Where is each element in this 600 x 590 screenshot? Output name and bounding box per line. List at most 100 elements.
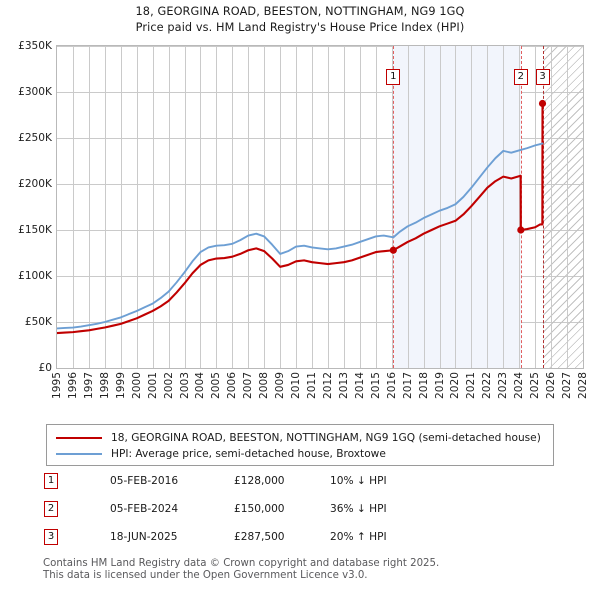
- gridline-vertical: [168, 46, 170, 368]
- gridline-vertical: [503, 46, 505, 368]
- sale-marker-badge-3[interactable]: 3: [535, 69, 550, 85]
- gridline-horizontal: [57, 46, 583, 47]
- table-row: 1 05-FEB-2016 £128,000 10% ↓ HPI: [44, 473, 464, 501]
- x-axis-tick-label: 2019: [433, 372, 446, 399]
- gridline-vertical: [136, 46, 138, 368]
- y-axis-tick-label: £300K: [18, 86, 52, 98]
- x-axis-tick-label: 2011: [306, 372, 319, 399]
- x-axis-tick-label: 2016: [385, 372, 398, 399]
- x-axis-tick-label: 2018: [417, 372, 430, 399]
- gridline-vertical: [583, 46, 584, 368]
- x-axis-tick-label: 2008: [258, 372, 271, 399]
- transactions-table: 1 05-FEB-2016 £128,000 10% ↓ HPI 2 05-FE…: [44, 473, 464, 557]
- gridline-vertical: [104, 46, 106, 368]
- gridline-horizontal: [57, 276, 583, 277]
- table-row: 3 18-JUN-2025 £287,500 20% ↑ HPI: [44, 529, 464, 557]
- x-axis-tick-label: 2005: [210, 372, 223, 399]
- x-axis-tick-label: 1998: [98, 372, 111, 399]
- transaction-hpi-delta-2: 36% ↓ HPI: [330, 503, 387, 515]
- footer-line-2: This data is licensed under the Open Gov…: [43, 570, 368, 581]
- x-axis-tick-label: 2022: [481, 372, 494, 399]
- table-row: 2 05-FEB-2024 £150,000 36% ↓ HPI: [44, 501, 464, 529]
- x-axis-tick-label: 2001: [146, 372, 159, 399]
- footer-line-1: Contains HM Land Registry data © Crown c…: [43, 558, 440, 569]
- gridline-horizontal: [57, 230, 583, 231]
- sale-point-2[interactable]: [517, 226, 525, 234]
- gridline-vertical: [487, 46, 489, 368]
- gridline-vertical: [535, 46, 537, 368]
- legend-label-hpi: HPI: Average price, semi-detached house,…: [111, 448, 386, 460]
- sale-point-1[interactable]: [389, 246, 397, 254]
- transaction-price-2: £150,000: [234, 503, 285, 515]
- y-axis-tick-label: £350K: [18, 40, 52, 52]
- y-axis-tick-label: £50K: [24, 316, 52, 328]
- y-axis-labels: £0 £50K £100K £150K £200K £250K £300K £350K: [0, 0, 52, 590]
- gridline-vertical: [567, 46, 569, 368]
- legend-item-1: HPI: Average price, semi-detached house,…: [47, 446, 553, 462]
- x-axis-tick-label: 2009: [274, 372, 287, 399]
- sale-point-3[interactable]: [538, 99, 547, 108]
- y-axis-tick-label: £0: [38, 362, 52, 374]
- x-axis-tick-label: 1997: [82, 372, 95, 399]
- gridline-horizontal: [57, 184, 583, 185]
- transaction-date-1: 05-FEB-2016: [110, 475, 179, 487]
- sale-marker-badge-2[interactable]: 2: [513, 69, 528, 85]
- x-axis-tick-label: 2023: [497, 372, 510, 399]
- x-axis-tick-label: 1996: [66, 372, 79, 399]
- gridline-vertical: [72, 46, 74, 368]
- x-axis-tick-label: 2014: [353, 372, 366, 399]
- transaction-index-1: 1: [44, 473, 58, 489]
- gridline-vertical: [232, 46, 234, 368]
- future-hatched-region: [542, 46, 583, 368]
- y-axis-tick-label: £150K: [18, 224, 52, 236]
- gridline-vertical: [248, 46, 250, 368]
- gridline-vertical: [327, 46, 329, 368]
- chart-legend: 18, GEORGINA ROAD, BEESTON, NOTTINGHAM, …: [46, 424, 554, 466]
- gridline-horizontal: [57, 138, 583, 139]
- series-line-price-paid: [57, 102, 544, 335]
- gridline-vertical: [264, 46, 266, 368]
- x-axis-tick-label: 2028: [577, 372, 589, 399]
- x-axis-tick-label: 2020: [449, 372, 462, 399]
- gridline-vertical: [216, 46, 218, 368]
- gridline-horizontal: [57, 92, 583, 93]
- chart-title-line-2: Price paid vs. HM Land Registry's House …: [135, 21, 465, 34]
- gridline-vertical: [407, 46, 409, 368]
- sale-marker-badge-1[interactable]: 1: [386, 69, 401, 85]
- x-axis-tick-label: 2003: [178, 372, 191, 399]
- gridline-vertical: [455, 46, 457, 368]
- x-axis-tick-label: 2026: [545, 372, 558, 399]
- gridline-vertical: [391, 46, 393, 368]
- transaction-index-2: 2: [44, 501, 58, 517]
- x-axis-tick-label: 2025: [529, 372, 542, 399]
- x-axis-tick-label: 2013: [337, 372, 350, 399]
- x-axis-tick-label: 2017: [401, 372, 414, 399]
- y-axis-tick-label: £200K: [18, 178, 52, 190]
- x-axis-tick-label: 1995: [51, 372, 63, 399]
- highlight-band: [393, 46, 521, 368]
- transaction-date-2: 05-FEB-2024: [110, 503, 179, 515]
- gridline-vertical: [296, 46, 298, 368]
- transaction-date-3: 18-JUN-2025: [110, 531, 178, 543]
- footer-attribution: Contains HM Land Registry data © Crown c…: [43, 558, 563, 582]
- transaction-price-3: £287,500: [234, 531, 285, 543]
- gridline-vertical: [152, 46, 154, 368]
- plot-area: [56, 45, 584, 369]
- gridline-vertical: [343, 46, 345, 368]
- x-axis-tick-label: 2021: [465, 372, 478, 399]
- x-axis-tick-label: 2004: [194, 372, 207, 399]
- y-axis-tick-label: £250K: [18, 132, 52, 144]
- sale-marker-line-1: [393, 46, 395, 368]
- gridline-horizontal: [57, 322, 583, 323]
- gridline-vertical: [280, 46, 282, 368]
- chart-title-line-1: 18, GEORGINA ROAD, BEESTON, NOTTINGHAM, …: [135, 5, 465, 18]
- gridline-vertical: [120, 46, 122, 368]
- gridline-vertical: [551, 46, 553, 368]
- legend-swatch-price-paid: [56, 437, 102, 439]
- gridline-vertical: [200, 46, 202, 368]
- x-axis-tick-label: 2010: [290, 372, 303, 399]
- gridline-vertical: [439, 46, 441, 368]
- x-axis-tick-label: 2015: [369, 372, 382, 399]
- gridline-vertical: [423, 46, 425, 368]
